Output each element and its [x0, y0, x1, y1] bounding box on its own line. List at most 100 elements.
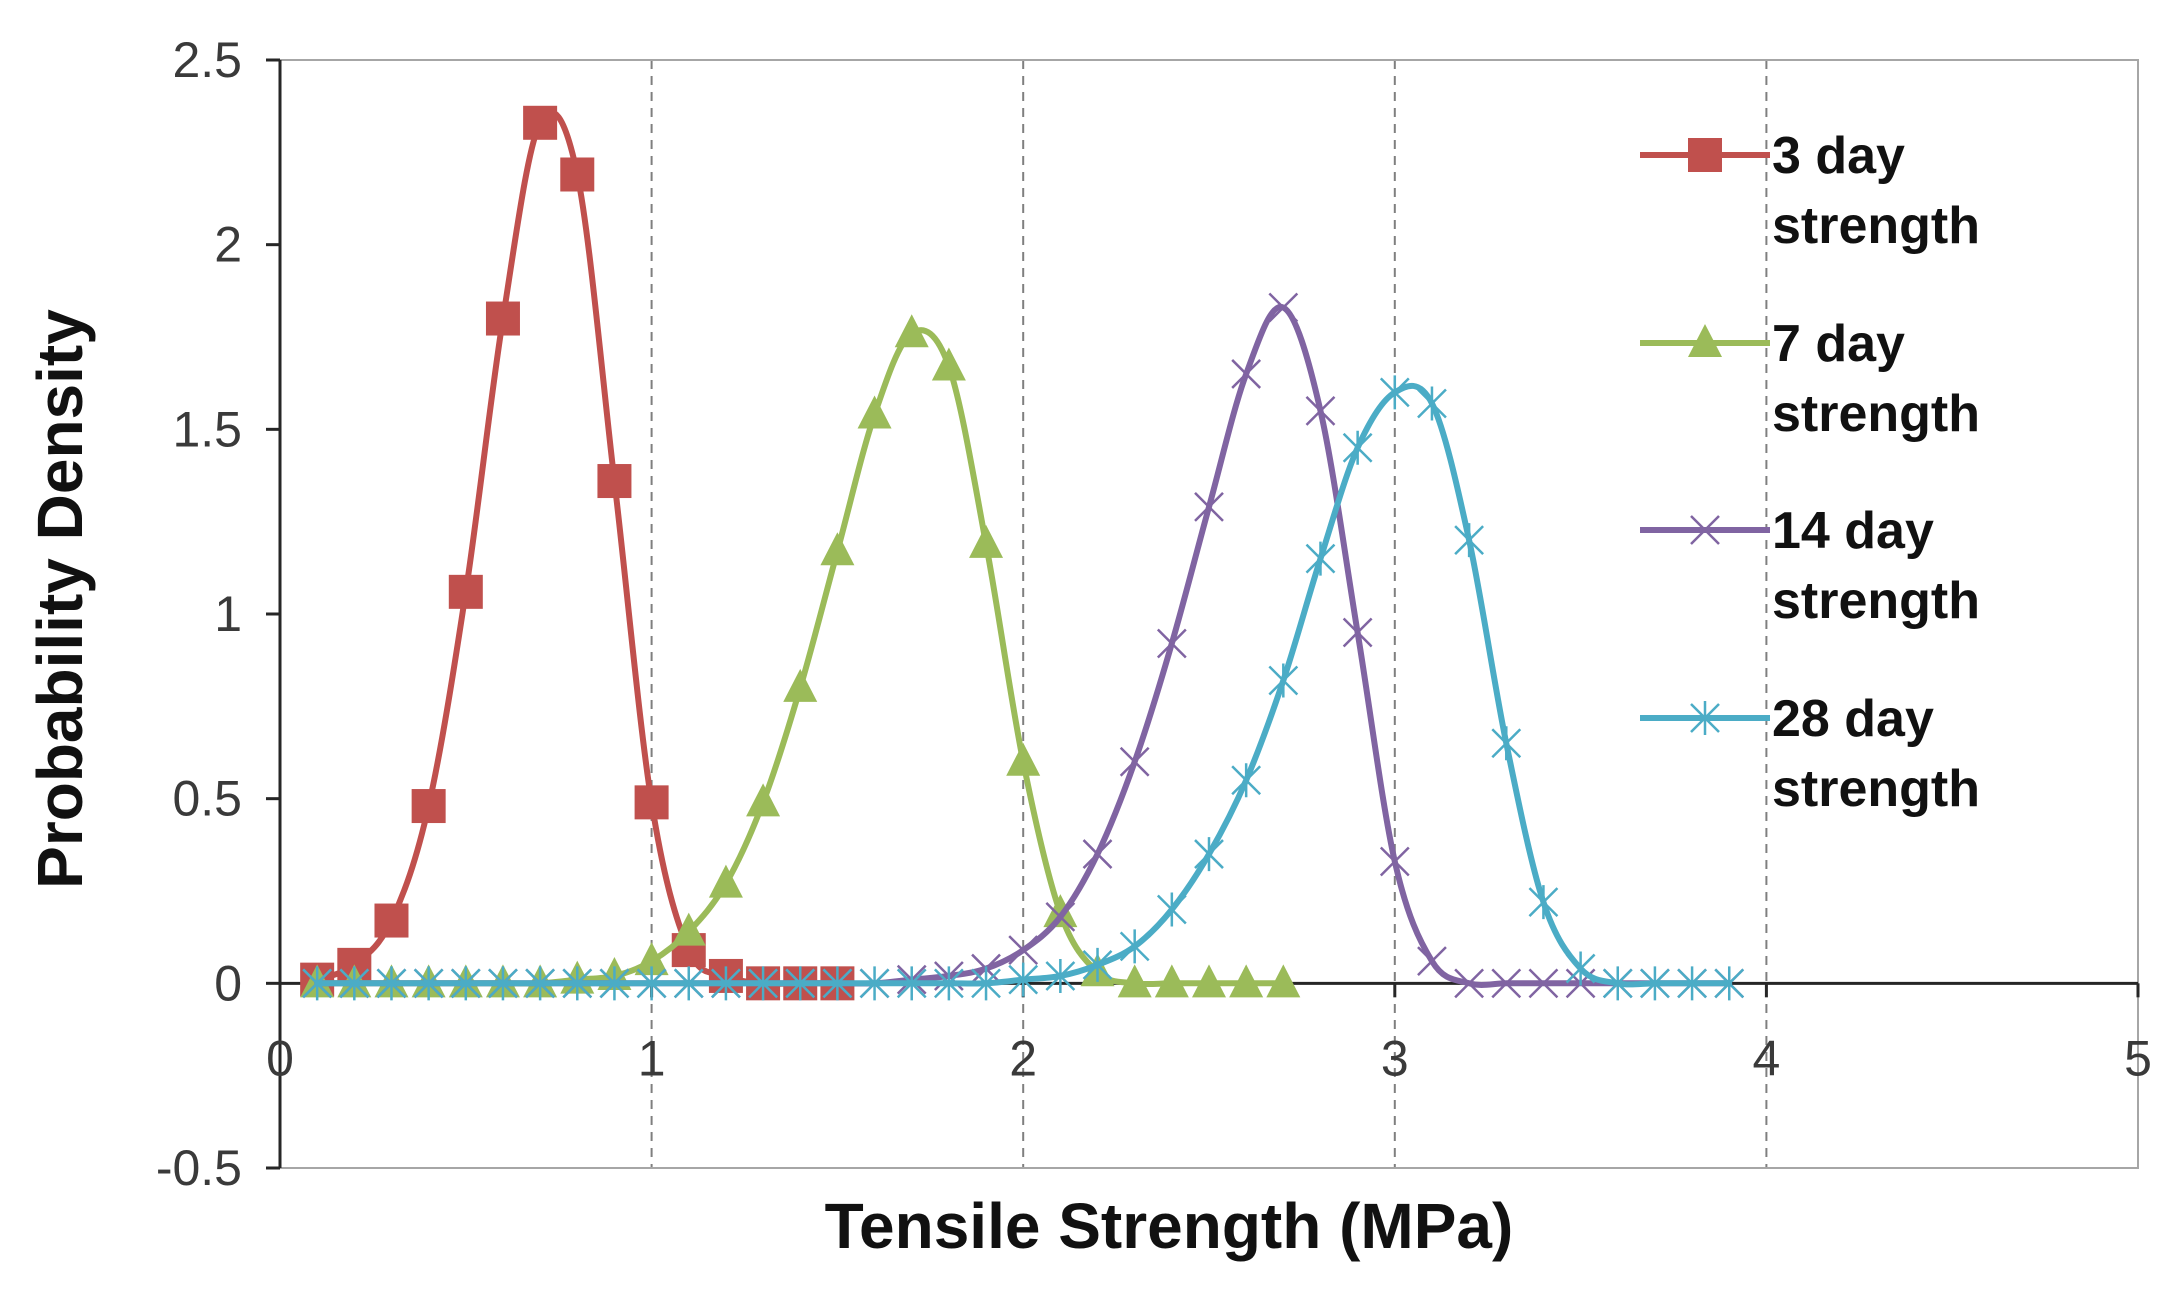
data-point-7-day-strength-1.4: [783, 668, 818, 702]
data-point-14-day-strength-2.3: [1119, 746, 1150, 777]
data-point-14-day-strength-2.1: [1045, 901, 1076, 932]
y-tick-label--0.5: -0.5: [156, 1140, 242, 1196]
legend-marker-3-day: [1640, 138, 1770, 172]
series-28-day-strength: [302, 375, 1745, 1001]
data-point-3-day-strength-0.8: [560, 157, 595, 192]
data-point-14-day-strength-3.2: [1454, 968, 1485, 999]
data-point-14-day-strength-2.9: [1342, 617, 1373, 648]
data-point-7-day-strength-2.1: [1043, 894, 1078, 928]
legend-label-7-day-strength: strength: [1772, 385, 1980, 443]
data-point-28-day-strength-2.8: [1305, 541, 1336, 576]
legend-symbol-2: [1690, 515, 1720, 545]
legend-item-3-day: 3 day strength: [1640, 127, 1980, 255]
data-point-7-day-strength-1.8: [931, 347, 966, 381]
data-point-28-day-strength-3.3: [1491, 726, 1522, 761]
y-tick-label-2.5: 2.5: [172, 32, 242, 88]
data-point-7-day-strength-1.2: [708, 864, 743, 898]
legend-item-7-day: 7 day strength: [1640, 315, 1980, 443]
data-point-28-day-strength-2.9: [1342, 430, 1373, 465]
data-point-14-day-strength-3.3: [1491, 968, 1522, 999]
data-point-28-day-strength-2.6: [1231, 763, 1262, 798]
data-point-14-day-strength-2.8: [1305, 395, 1336, 426]
legend-item-14-day: 14 day strength: [1640, 502, 1980, 630]
data-point-28-day-strength-3.4: [1528, 885, 1559, 920]
x-tick-label-3: 3: [1381, 1030, 1409, 1086]
data-point-7-day-strength-1.1: [671, 912, 706, 946]
legend-label-7-day: 7 day: [1772, 315, 1905, 373]
data-point-7-day-strength-1.7: [894, 314, 929, 348]
data-point-7-day-strength-1.5: [820, 532, 855, 566]
y-tick-label-0.5: 0.5: [172, 771, 242, 827]
data-point-14-day-strength-2.5: [1194, 492, 1224, 522]
data-point-28-day-strength-2: [1008, 962, 1039, 997]
y-tick-label-0: 0: [214, 955, 242, 1011]
data-point-28-day-strength-3.8: [1677, 966, 1707, 1001]
legend-label-28-day-strength: strength: [1772, 760, 1980, 818]
series-line-7-day-strength: [314, 327, 1287, 988]
data-point-28-day-strength-2.4: [1156, 892, 1187, 927]
legend-label-3-day-strength: strength: [1772, 197, 1980, 255]
data-point-28-day-strength-3.1: [1417, 386, 1447, 421]
data-point-7-day-strength-2.5: [1192, 964, 1226, 998]
x-tick-label-5: 5: [2124, 1030, 2152, 1086]
data-point-3-day-strength-0.9: [597, 464, 632, 499]
data-point-28-day-strength-0.1: [302, 966, 333, 1001]
data-point-28-day-strength-1.8: [933, 966, 964, 1001]
data-point-7-day-strength-1: [634, 942, 669, 976]
data-point-28-day-strength-3: [1379, 375, 1410, 410]
data-point-7-day-strength-1.6: [857, 395, 892, 429]
data-point-28-day-strength-2.1: [1045, 958, 1076, 993]
data-point-28-day-strength-2.7: [1268, 663, 1299, 698]
data-point-28-day-strength-0.7: [525, 966, 556, 1001]
data-point-28-day-strength-2.5: [1194, 837, 1224, 872]
y-tick-label-1: 1: [214, 586, 242, 642]
legend: 3 day strength 7 day strength 14 day str…: [1640, 127, 1980, 818]
x-tick-label-0: 0: [266, 1030, 294, 1086]
y-tick-label-2: 2: [214, 217, 242, 273]
data-point-28-day-strength-1.6: [859, 966, 890, 1001]
data-point-7-day-strength-2.7: [1266, 964, 1301, 998]
series-3-day-strength: [300, 105, 855, 1001]
series-line-28-day-strength: [314, 382, 1733, 988]
data-point-7-day-strength-2.4: [1154, 964, 1189, 998]
legend-marker-14-day: [1640, 515, 1770, 545]
data-point-7-day-strength-2.6: [1229, 964, 1264, 998]
tick-labels: -0.5 0 0.5 1 1.5 2 2.5 0 1 2 3 4 5: [156, 32, 2152, 1196]
legend-symbol-1: [1688, 324, 1722, 357]
data-point-14-day-strength-2.4: [1156, 628, 1187, 659]
x-axis-title: Tensile Strength (MPa): [825, 1190, 1514, 1262]
legend-symbol-3: [1690, 701, 1720, 735]
data-point-28-day-strength-0.4: [413, 966, 444, 1001]
data-point-14-day-strength-3.4: [1528, 968, 1559, 999]
data-point-3-day-strength-0.6: [485, 301, 520, 336]
data-point-14-day-strength-3: [1379, 846, 1410, 877]
x-tick-label-2: 2: [1009, 1030, 1037, 1086]
data-point-28-day-strength-0.6: [488, 966, 518, 1001]
legend-symbol-0: [1688, 138, 1722, 172]
legend-label-3-day: 3 day: [1772, 127, 1905, 185]
data-point-14-day-strength-2.2: [1082, 839, 1113, 869]
legend-label-14-day: 14 day: [1772, 502, 1934, 560]
data-point-14-day-strength-2: [1008, 935, 1039, 965]
data-point-28-day-strength-0.2: [339, 966, 370, 1001]
data-point-3-day-strength-0.4: [411, 789, 446, 824]
data-point-7-day-strength-2: [1006, 742, 1041, 776]
data-point-28-day-strength-3.6: [1602, 966, 1633, 1001]
data-point-28-day-strength-0.5: [450, 966, 481, 1001]
data-point-3-day-strength-1: [634, 785, 669, 820]
data-point-28-day-strength-1.2: [711, 966, 741, 1001]
series-7-day-strength: [300, 314, 1301, 998]
data-point-14-day-strength-3.1: [1417, 946, 1447, 977]
y-tick-label-1.5: 1.5: [172, 401, 242, 457]
data-point-28-day-strength-1.4: [785, 966, 816, 1001]
series-group: [300, 105, 1745, 1001]
legend-label-14-day-strength: strength: [1772, 572, 1980, 630]
data-point-28-day-strength-1: [636, 966, 667, 1001]
x-tick-label-1: 1: [638, 1030, 666, 1086]
data-point-3-day-strength-0.3: [374, 903, 409, 938]
data-point-28-day-strength-1.3: [748, 966, 778, 1001]
grid-lines: [650, 60, 1768, 1168]
data-point-28-day-strength-1.9: [971, 966, 1001, 1001]
data-point-28-day-strength-3.7: [1640, 966, 1670, 1001]
